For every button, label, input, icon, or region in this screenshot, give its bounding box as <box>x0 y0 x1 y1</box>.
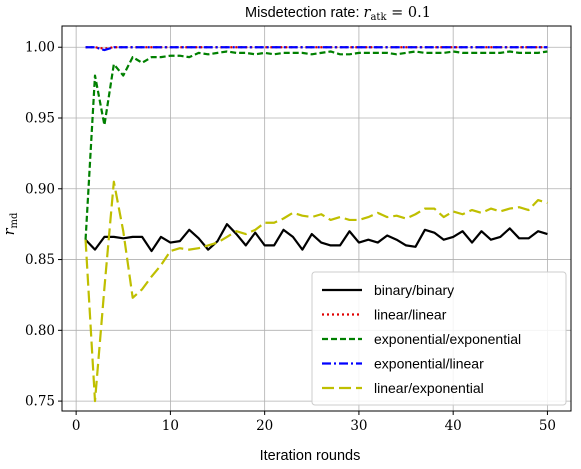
plot-frame <box>61 25 572 412</box>
y-tick-label: 0.90 <box>25 181 55 197</box>
legend-label: exponential/exponential <box>374 331 521 347</box>
x-axis-label: Iteration rounds <box>260 448 361 464</box>
axis-ticks: 0 10 20 30 40 50 0.75 0.80 0.85 0.90 0.95 1.00 <box>25 40 556 434</box>
chart-title-var: r <box>364 5 372 21</box>
series-line-linear-exponential <box>84 180 548 403</box>
y-tick-label: 0.75 <box>25 394 55 410</box>
legend-label: binary/binary <box>374 282 454 298</box>
chart-title-prefix: Misdetection rate: <box>245 5 363 21</box>
x-tick-label: 0 <box>72 418 81 434</box>
y-axis-label-sub: md <box>9 212 20 228</box>
series-group <box>84 46 548 403</box>
y-axis-label-var: r <box>2 227 18 235</box>
legend-label: linear/linear <box>374 307 447 323</box>
y-tick-label: 1.00 <box>25 40 55 56</box>
x-tick-label: 10 <box>162 418 179 434</box>
chart-title-sub: atk <box>370 12 387 23</box>
x-tick-label: 50 <box>539 418 556 434</box>
legend: binary/binary linear/linear exponential/ex… <box>311 271 567 406</box>
legend-box <box>311 271 567 406</box>
legend-label: exponential/linear <box>374 356 484 372</box>
chart-title-rest: = 0.1 <box>387 5 431 21</box>
x-tick-label: 40 <box>445 418 462 434</box>
x-tick-label: 30 <box>350 418 367 434</box>
y-axis-label: rmd <box>2 212 20 235</box>
series-line-binary-binary <box>84 223 548 253</box>
y-tick-label: 0.80 <box>25 323 55 339</box>
series-line-linear-linear <box>85 46 548 50</box>
series-line-exponential-exponential <box>84 50 548 240</box>
legend-label: linear/exponential <box>374 380 484 396</box>
chart-title: Misdetection rate: ratk = 0.1 <box>245 5 431 23</box>
x-tick-label: 20 <box>256 418 273 434</box>
y-tick-label: 0.95 <box>25 111 55 127</box>
y-tick-label: 0.85 <box>25 252 55 268</box>
